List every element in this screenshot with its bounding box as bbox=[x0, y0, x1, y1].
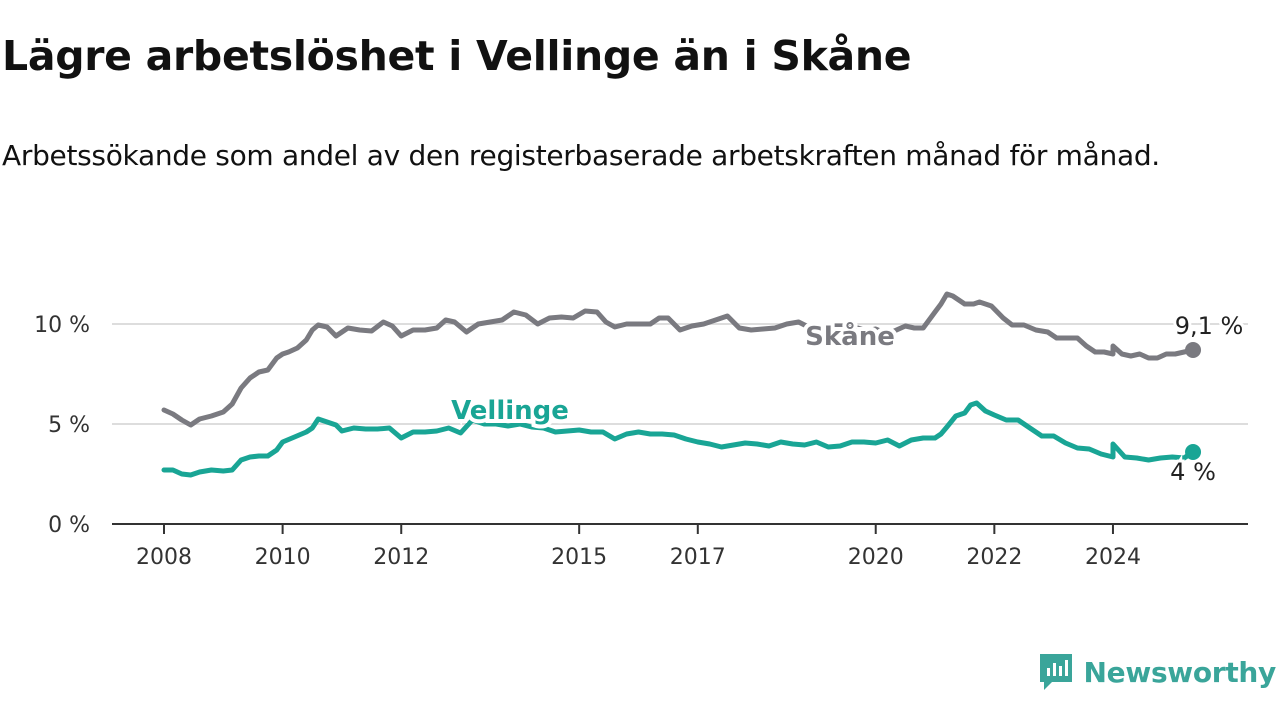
series-end-marker bbox=[1185, 342, 1202, 358]
x-tick-label: 2015 bbox=[551, 545, 607, 570]
series-end-marker bbox=[1185, 444, 1202, 460]
newsworthy-logo-icon bbox=[1039, 654, 1072, 690]
y-tick-label: 5 % bbox=[48, 413, 90, 438]
chart-title: Lägre arbetslöshet i Vellinge än i Skåne bbox=[2, 32, 912, 80]
y-axis-tick-labels: 0 % 5 % 10 % bbox=[34, 313, 90, 538]
brand-logo: Newsworthy bbox=[1038, 652, 1276, 692]
series-name-label: Vellinge bbox=[451, 396, 569, 426]
y-tick-label: 10 % bbox=[34, 313, 90, 338]
x-tick-label: 2008 bbox=[136, 545, 192, 570]
series-line-vellinge bbox=[161, 400, 1196, 478]
series-line-skne bbox=[161, 291, 1196, 428]
series-name-label: Skåne bbox=[805, 320, 895, 352]
series-end-value-label: 9,1 % bbox=[1175, 312, 1244, 340]
x-tick-label: 2024 bbox=[1085, 545, 1141, 570]
x-tick-label: 2012 bbox=[373, 545, 429, 570]
x-tick-label: 2022 bbox=[966, 545, 1022, 570]
x-axis-ticks: 2008 2010 2012 2015 2017 2020 2022 2024 bbox=[136, 524, 1141, 570]
chart-subtitle: Arbetssökande som andel av den registerb… bbox=[2, 139, 1160, 172]
series-lines bbox=[161, 291, 1202, 478]
grid-lines bbox=[112, 323, 1248, 425]
x-tick-label: 2010 bbox=[255, 545, 311, 570]
x-tick-label: 2017 bbox=[670, 545, 726, 570]
brand-name: Newsworthy bbox=[1083, 655, 1277, 689]
series-labels: Skåne 9,1 % Vellinge 4 % bbox=[447, 309, 1246, 489]
series-end-value-label: 4 % bbox=[1170, 458, 1216, 486]
y-tick-label: 0 % bbox=[48, 513, 90, 538]
x-tick-label: 2020 bbox=[848, 545, 904, 570]
